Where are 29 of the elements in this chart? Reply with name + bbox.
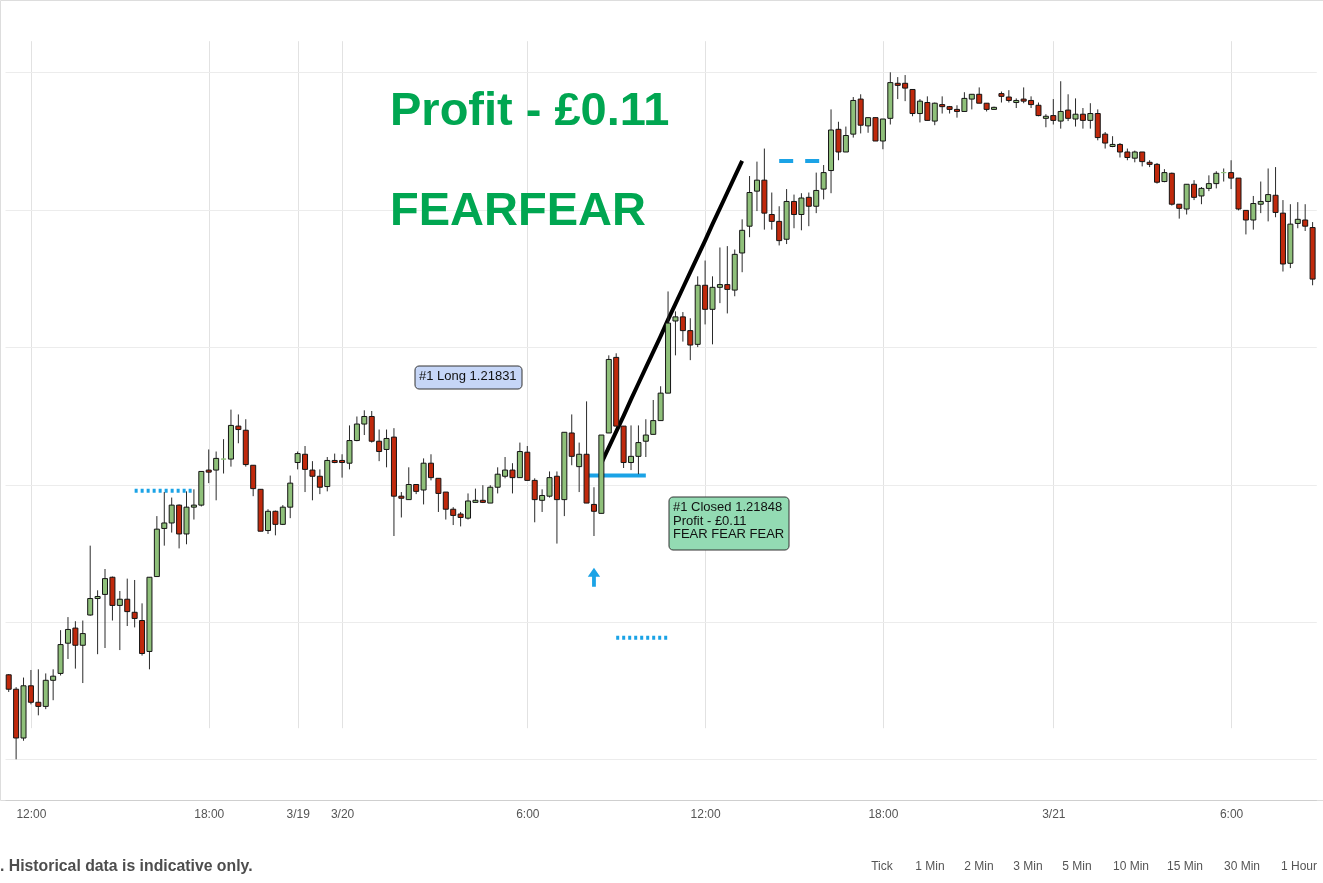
annotation: FEARFEAR (390, 182, 646, 235)
x-tick-label: 6:00 (516, 806, 540, 821)
text: 30 Min (1223, 859, 1261, 873)
text: 1 Hour (1280, 859, 1318, 873)
x-tick-label: 18:00 (868, 806, 899, 821)
candlestick (161, 491, 168, 547)
candlestick (250, 464, 257, 497)
x-tick-label: 6:00 (1219, 806, 1244, 821)
text: 15 Min (1166, 859, 1204, 873)
x-tick-label: 3/21 (1042, 806, 1066, 821)
text: . Historical data is indicative only. (0, 857, 253, 874)
text: 3 Min (1013, 859, 1043, 873)
text: 5 Min (1062, 859, 1092, 873)
x-tick-label: 12:00 (690, 806, 721, 821)
candlestick (220, 438, 227, 475)
annotation: #1 Closed 1.21848 Profit - £0.11 FEAR FEAR FEAR (673, 499, 785, 541)
text: Tick (871, 859, 894, 873)
candlestick (131, 579, 138, 628)
x-tick-label: 3/20 (330, 806, 355, 821)
x-tick-label: 18:00 (194, 806, 225, 821)
text: 10 Min (1112, 859, 1150, 873)
x-tick-label: 3/19 (286, 806, 311, 821)
annotation: Profit - £0.11 (390, 82, 670, 135)
text: 1 Min (915, 859, 945, 873)
x-tick-label: 12:00 (16, 806, 47, 821)
candlestick (739, 218, 746, 273)
text: 2 Min (964, 859, 994, 873)
annotation: #1 Long 1.21831 (419, 368, 517, 383)
candlestick (820, 164, 827, 200)
